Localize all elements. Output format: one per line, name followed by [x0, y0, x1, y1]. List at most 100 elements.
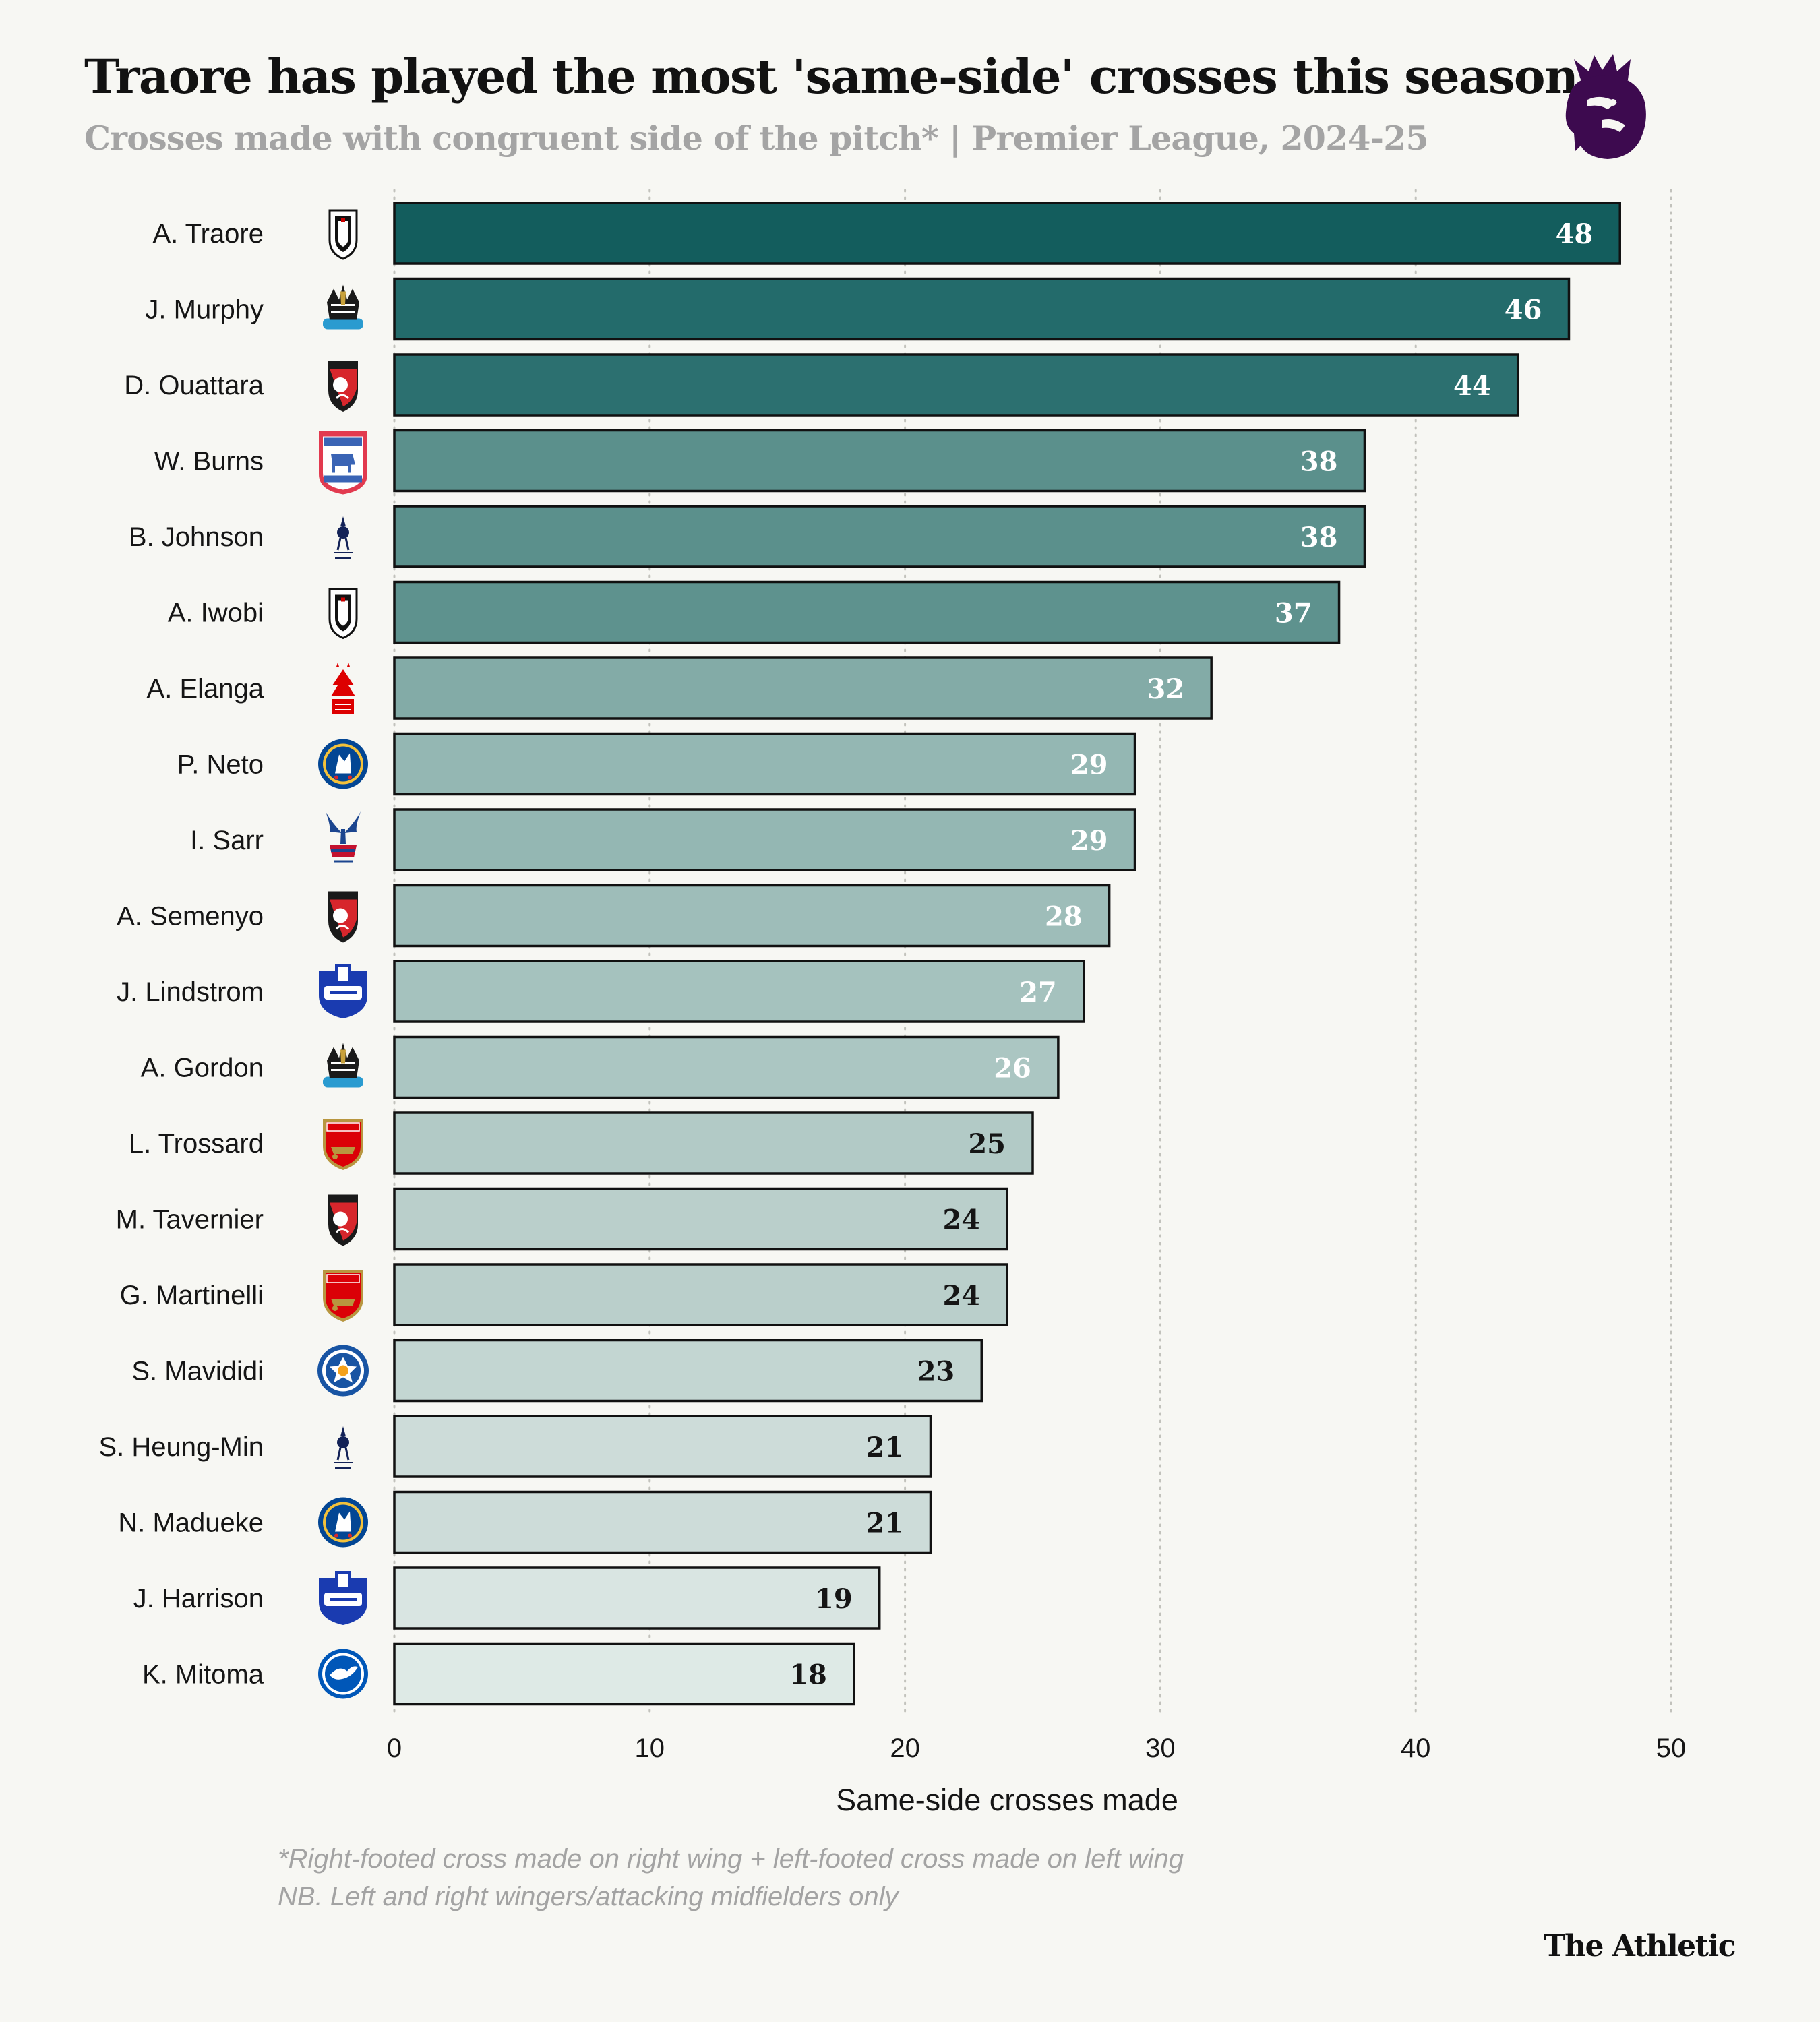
player-name-label: B. Johnson — [129, 522, 264, 552]
bar-value-label: 25 — [968, 1128, 1006, 1160]
bournemouth-crest-icon — [328, 1194, 358, 1246]
bar-value-label: 38 — [1300, 522, 1338, 553]
bar-value-label: 29 — [1070, 749, 1108, 781]
player-name-label: J. Lindstrom — [117, 977, 264, 1007]
player-name-label: S. Heung-Min — [98, 1432, 264, 1462]
player-name-label: D. Ouattara — [124, 371, 264, 400]
fulham-crest-icon — [328, 588, 358, 640]
x-tick-label: 0 — [387, 1734, 402, 1763]
bar-value-label: 23 — [917, 1356, 955, 1388]
bar-value-label: 29 — [1070, 825, 1108, 857]
player-name-label: J. Murphy — [145, 295, 264, 325]
x-axis-label: Same-side crosses made — [836, 1783, 1178, 1817]
bar-value-label: 27 — [1019, 977, 1057, 1008]
bar — [393, 1490, 932, 1554]
bar-value-label: 38 — [1300, 446, 1338, 478]
player-name-label: A. Semenyo — [117, 902, 264, 931]
newcastle-crest-icon — [323, 284, 363, 330]
x-tick-label: 10 — [635, 1734, 665, 1763]
tottenham-crest-icon — [334, 516, 353, 559]
bar — [393, 1566, 881, 1630]
chart-subtitle: Crosses made with congruent side of the … — [84, 119, 1429, 158]
newcastle-crest-icon — [323, 1043, 363, 1088]
bar — [393, 808, 1136, 871]
bar-value-label: 48 — [1556, 218, 1594, 250]
chelsea-crest-icon — [318, 739, 368, 789]
x-tick-label: 30 — [1145, 1734, 1176, 1763]
grid-layer — [393, 189, 1672, 1713]
player-name-label: A. Elanga — [147, 674, 264, 704]
footnote-line-2: NB. Left and right wingers/attacking mid… — [278, 1882, 899, 1911]
bar — [393, 1111, 1034, 1175]
bar — [393, 202, 1621, 265]
player-name-label: A. Iwobi — [168, 599, 264, 628]
the-athletic-logo: The Athletic — [1543, 1929, 1736, 1963]
bar-value-label: 26 — [994, 1053, 1031, 1084]
arsenal-crest-icon — [323, 1270, 363, 1322]
bar — [393, 580, 1341, 644]
everton-crest-icon — [319, 964, 367, 1018]
player-name-label: K. Mitoma — [142, 1660, 264, 1690]
bar-chart: 48 A. Traore 46 J. Murphy 44 D. Ouattara 38 W. … — [98, 189, 1686, 1817]
bar — [393, 277, 1571, 341]
bar — [393, 1035, 1060, 1099]
bar-value-label: 21 — [866, 1508, 904, 1539]
footnote-line-1: *Right-footed cross made on right wing +… — [278, 1844, 1184, 1874]
bar-value-label: 44 — [1453, 370, 1491, 402]
bournemouth-crest-icon — [328, 361, 358, 412]
bar-value-label: 18 — [789, 1659, 827, 1691]
bar — [393, 1415, 932, 1478]
labels-layer: 48 A. Traore 46 J. Murphy 44 D. Ouattara 38 W. … — [98, 218, 1593, 1691]
bar — [393, 429, 1366, 493]
bar-value-label: 24 — [942, 1280, 980, 1312]
nottingham-forest-crest-icon — [331, 663, 355, 714]
bar — [393, 884, 1111, 948]
player-name-label: I. Sarr — [190, 826, 264, 855]
x-tick-label: 40 — [1401, 1734, 1431, 1763]
bar-value-label: 32 — [1147, 673, 1184, 705]
player-name-label: N. Madueke — [118, 1508, 264, 1538]
bar-value-label: 21 — [866, 1432, 904, 1463]
brighton-crest-icon — [318, 1649, 368, 1699]
player-name-label: S. Mavididi — [131, 1357, 264, 1386]
axis-layer: 0 10 20 30 40 50 — [387, 1734, 1686, 1763]
player-name-label: J. Harrison — [133, 1584, 264, 1614]
player-name-label: W. Burns — [154, 447, 264, 477]
ipswich-crest-icon — [319, 431, 367, 495]
bar — [393, 505, 1366, 568]
tottenham-crest-icon — [334, 1426, 353, 1469]
x-tick-label: 20 — [890, 1734, 920, 1763]
bar — [393, 1187, 1008, 1251]
bar — [393, 960, 1085, 1023]
premier-league-lion-icon — [1565, 54, 1646, 159]
player-name-label: A. Gordon — [141, 1053, 264, 1083]
bar-value-label: 24 — [942, 1204, 980, 1236]
crests-layer — [317, 209, 369, 1699]
arsenal-crest-icon — [323, 1119, 363, 1170]
bar-value-label: 28 — [1045, 901, 1083, 933]
bar — [393, 353, 1519, 417]
bar — [393, 1339, 983, 1403]
bar — [393, 732, 1136, 796]
bar — [393, 1642, 855, 1706]
player-name-label: G. Martinelli — [120, 1281, 264, 1310]
chelsea-crest-icon — [318, 1497, 368, 1548]
player-name-label: M. Tavernier — [116, 1205, 264, 1235]
fulham-crest-icon — [328, 209, 358, 260]
player-name-label: A. Traore — [152, 219, 264, 249]
everton-crest-icon — [319, 1571, 367, 1625]
footnotes: *Right-footed cross made on right wing +… — [278, 1840, 1184, 1916]
bar — [393, 656, 1213, 720]
chart-title: Traore has played the most 'same-side' c… — [84, 49, 1579, 104]
player-name-label: P. Neto — [177, 750, 264, 780]
bar-value-label: 46 — [1505, 295, 1542, 326]
player-name-label: L. Trossard — [129, 1129, 264, 1159]
bournemouth-crest-icon — [328, 891, 358, 943]
bar — [393, 1263, 1008, 1326]
bar-value-label: 37 — [1275, 598, 1312, 630]
leicester-crest-icon — [317, 1345, 369, 1397]
crystal-palace-crest-icon — [326, 811, 361, 863]
bar-value-label: 19 — [815, 1583, 853, 1615]
x-tick-label: 50 — [1656, 1734, 1687, 1763]
bars-layer — [393, 202, 1621, 1706]
